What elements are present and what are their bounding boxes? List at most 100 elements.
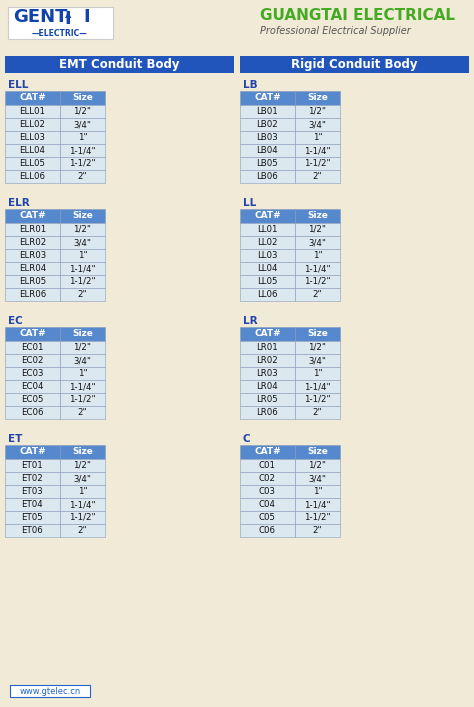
Bar (240, 341, 295, 354)
Bar (240, 524, 295, 537)
Text: 1": 1" (313, 487, 322, 496)
Text: GUANGTAI ELECTRICAL: GUANGTAI ELECTRICAL (260, 8, 455, 23)
Text: ELL04: ELL04 (19, 146, 46, 155)
Bar (5, 170, 60, 183)
Bar (60, 131, 105, 144)
Text: EC04: EC04 (21, 382, 44, 391)
Text: C: C (243, 434, 251, 444)
Bar (240, 157, 295, 170)
Bar (240, 236, 295, 249)
Text: 1": 1" (78, 251, 87, 260)
Text: C01: C01 (259, 461, 276, 470)
Text: ET04: ET04 (22, 500, 44, 509)
Bar (60, 223, 105, 236)
Text: 1": 1" (313, 369, 322, 378)
Bar (295, 249, 340, 262)
Text: ELL01: ELL01 (19, 107, 46, 116)
Bar (60, 354, 105, 367)
Bar (5, 472, 60, 485)
Text: 1-1/2": 1-1/2" (69, 277, 96, 286)
Text: 1-1/4": 1-1/4" (304, 264, 331, 273)
Bar (60, 144, 105, 157)
Text: ELR02: ELR02 (19, 238, 46, 247)
Text: LR02: LR02 (256, 356, 278, 365)
Text: 1": 1" (313, 251, 322, 260)
Bar (295, 485, 340, 498)
Bar (5, 367, 60, 380)
Text: Size: Size (72, 329, 93, 339)
Bar (5, 236, 60, 249)
Bar (295, 498, 340, 511)
Text: LL06: LL06 (257, 290, 278, 299)
Text: 3/4": 3/4" (73, 356, 91, 365)
Text: LB: LB (243, 80, 258, 90)
Bar (240, 170, 295, 183)
Bar (240, 262, 295, 275)
Text: LR01: LR01 (256, 343, 278, 352)
Bar (60, 406, 105, 419)
Text: 2": 2" (78, 526, 87, 535)
Text: 1-1/2": 1-1/2" (304, 395, 331, 404)
Text: ELL05: ELL05 (19, 159, 46, 168)
Bar (5, 406, 60, 419)
Bar (240, 105, 295, 118)
Text: Size: Size (307, 93, 328, 103)
Text: Size: Size (72, 448, 93, 457)
Bar (10, 685, 90, 697)
Bar (240, 209, 295, 223)
Text: EC: EC (8, 316, 23, 326)
Bar (240, 459, 295, 472)
Bar (240, 275, 295, 288)
Text: Size: Size (72, 211, 93, 221)
Text: LB01: LB01 (256, 107, 278, 116)
Text: LR03: LR03 (256, 369, 278, 378)
Bar (295, 144, 340, 157)
Text: EC06: EC06 (21, 408, 44, 417)
Text: 1-1/2": 1-1/2" (304, 159, 331, 168)
Text: 1-1/2": 1-1/2" (69, 395, 96, 404)
Text: ELL: ELL (8, 80, 28, 90)
Bar (60, 91, 105, 105)
Text: 1/2": 1/2" (309, 107, 327, 116)
Bar (240, 56, 469, 73)
Text: ELL06: ELL06 (19, 172, 46, 181)
Bar (295, 327, 340, 341)
Bar (60, 459, 105, 472)
Bar (295, 131, 340, 144)
Text: ELR03: ELR03 (19, 251, 46, 260)
Bar (295, 262, 340, 275)
Bar (240, 249, 295, 262)
Bar (60, 485, 105, 498)
Text: LB03: LB03 (256, 133, 278, 142)
Text: 1": 1" (78, 487, 87, 496)
Bar (5, 354, 60, 367)
Bar (5, 223, 60, 236)
Bar (5, 118, 60, 131)
Text: C06: C06 (259, 526, 276, 535)
Text: ELR01: ELR01 (19, 225, 46, 234)
Text: C02: C02 (259, 474, 276, 483)
Text: CAT#: CAT# (254, 93, 281, 103)
Bar (295, 472, 340, 485)
Text: ELR05: ELR05 (19, 277, 46, 286)
Text: I: I (64, 10, 71, 28)
Text: 2": 2" (313, 290, 322, 299)
Text: Size: Size (72, 93, 93, 103)
Text: LR: LR (243, 316, 258, 326)
Text: 1": 1" (313, 133, 322, 142)
Text: C04: C04 (259, 500, 276, 509)
Text: I: I (83, 8, 90, 26)
Text: EC02: EC02 (21, 356, 44, 365)
Bar (295, 406, 340, 419)
Bar (60, 498, 105, 511)
Bar (295, 459, 340, 472)
Bar (240, 118, 295, 131)
Bar (295, 105, 340, 118)
Bar (5, 131, 60, 144)
Text: ELR: ELR (8, 198, 30, 208)
Bar (295, 91, 340, 105)
Bar (295, 209, 340, 223)
Text: 1/2": 1/2" (309, 343, 327, 352)
Text: CAT#: CAT# (19, 329, 46, 339)
Bar (60, 380, 105, 393)
